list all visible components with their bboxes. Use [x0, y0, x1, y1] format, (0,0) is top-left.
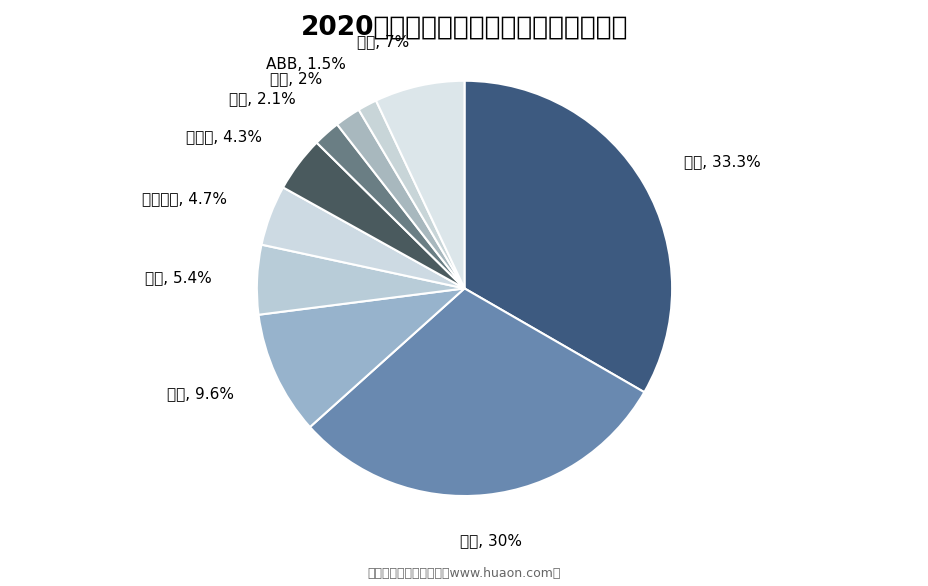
Text: 韩华, 2.1%: 韩华, 2.1% [229, 91, 296, 107]
Wedge shape [316, 124, 464, 288]
Wedge shape [337, 110, 464, 288]
Text: 节卡, 9.6%: 节卡, 9.6% [167, 386, 234, 401]
Text: 大族电机, 4.7%: 大族电机, 4.7% [142, 192, 227, 207]
Text: 达明, 5.4%: 达明, 5.4% [145, 270, 212, 285]
Wedge shape [258, 288, 464, 427]
Title: 2020年中国协作机器人市场格局分布情况: 2020年中国协作机器人市场格局分布情况 [301, 15, 627, 41]
Text: 制图：华经产业研究院（www.huaon.com）: 制图：华经产业研究院（www.huaon.com） [367, 567, 561, 580]
Wedge shape [376, 81, 464, 288]
Wedge shape [256, 244, 464, 315]
Wedge shape [283, 142, 464, 288]
Wedge shape [358, 101, 464, 288]
Text: ABB, 1.5%: ABB, 1.5% [265, 57, 345, 72]
Text: 其它, 7%: 其它, 7% [356, 34, 408, 49]
Text: 遨博, 33.3%: 遨博, 33.3% [683, 154, 760, 169]
Wedge shape [310, 288, 644, 496]
Wedge shape [464, 81, 672, 392]
Wedge shape [262, 188, 464, 288]
Text: 艾利特, 4.3%: 艾利特, 4.3% [186, 129, 262, 144]
Text: 新松, 2%: 新松, 2% [269, 71, 322, 87]
Text: 优傲, 30%: 优傲, 30% [459, 533, 522, 548]
